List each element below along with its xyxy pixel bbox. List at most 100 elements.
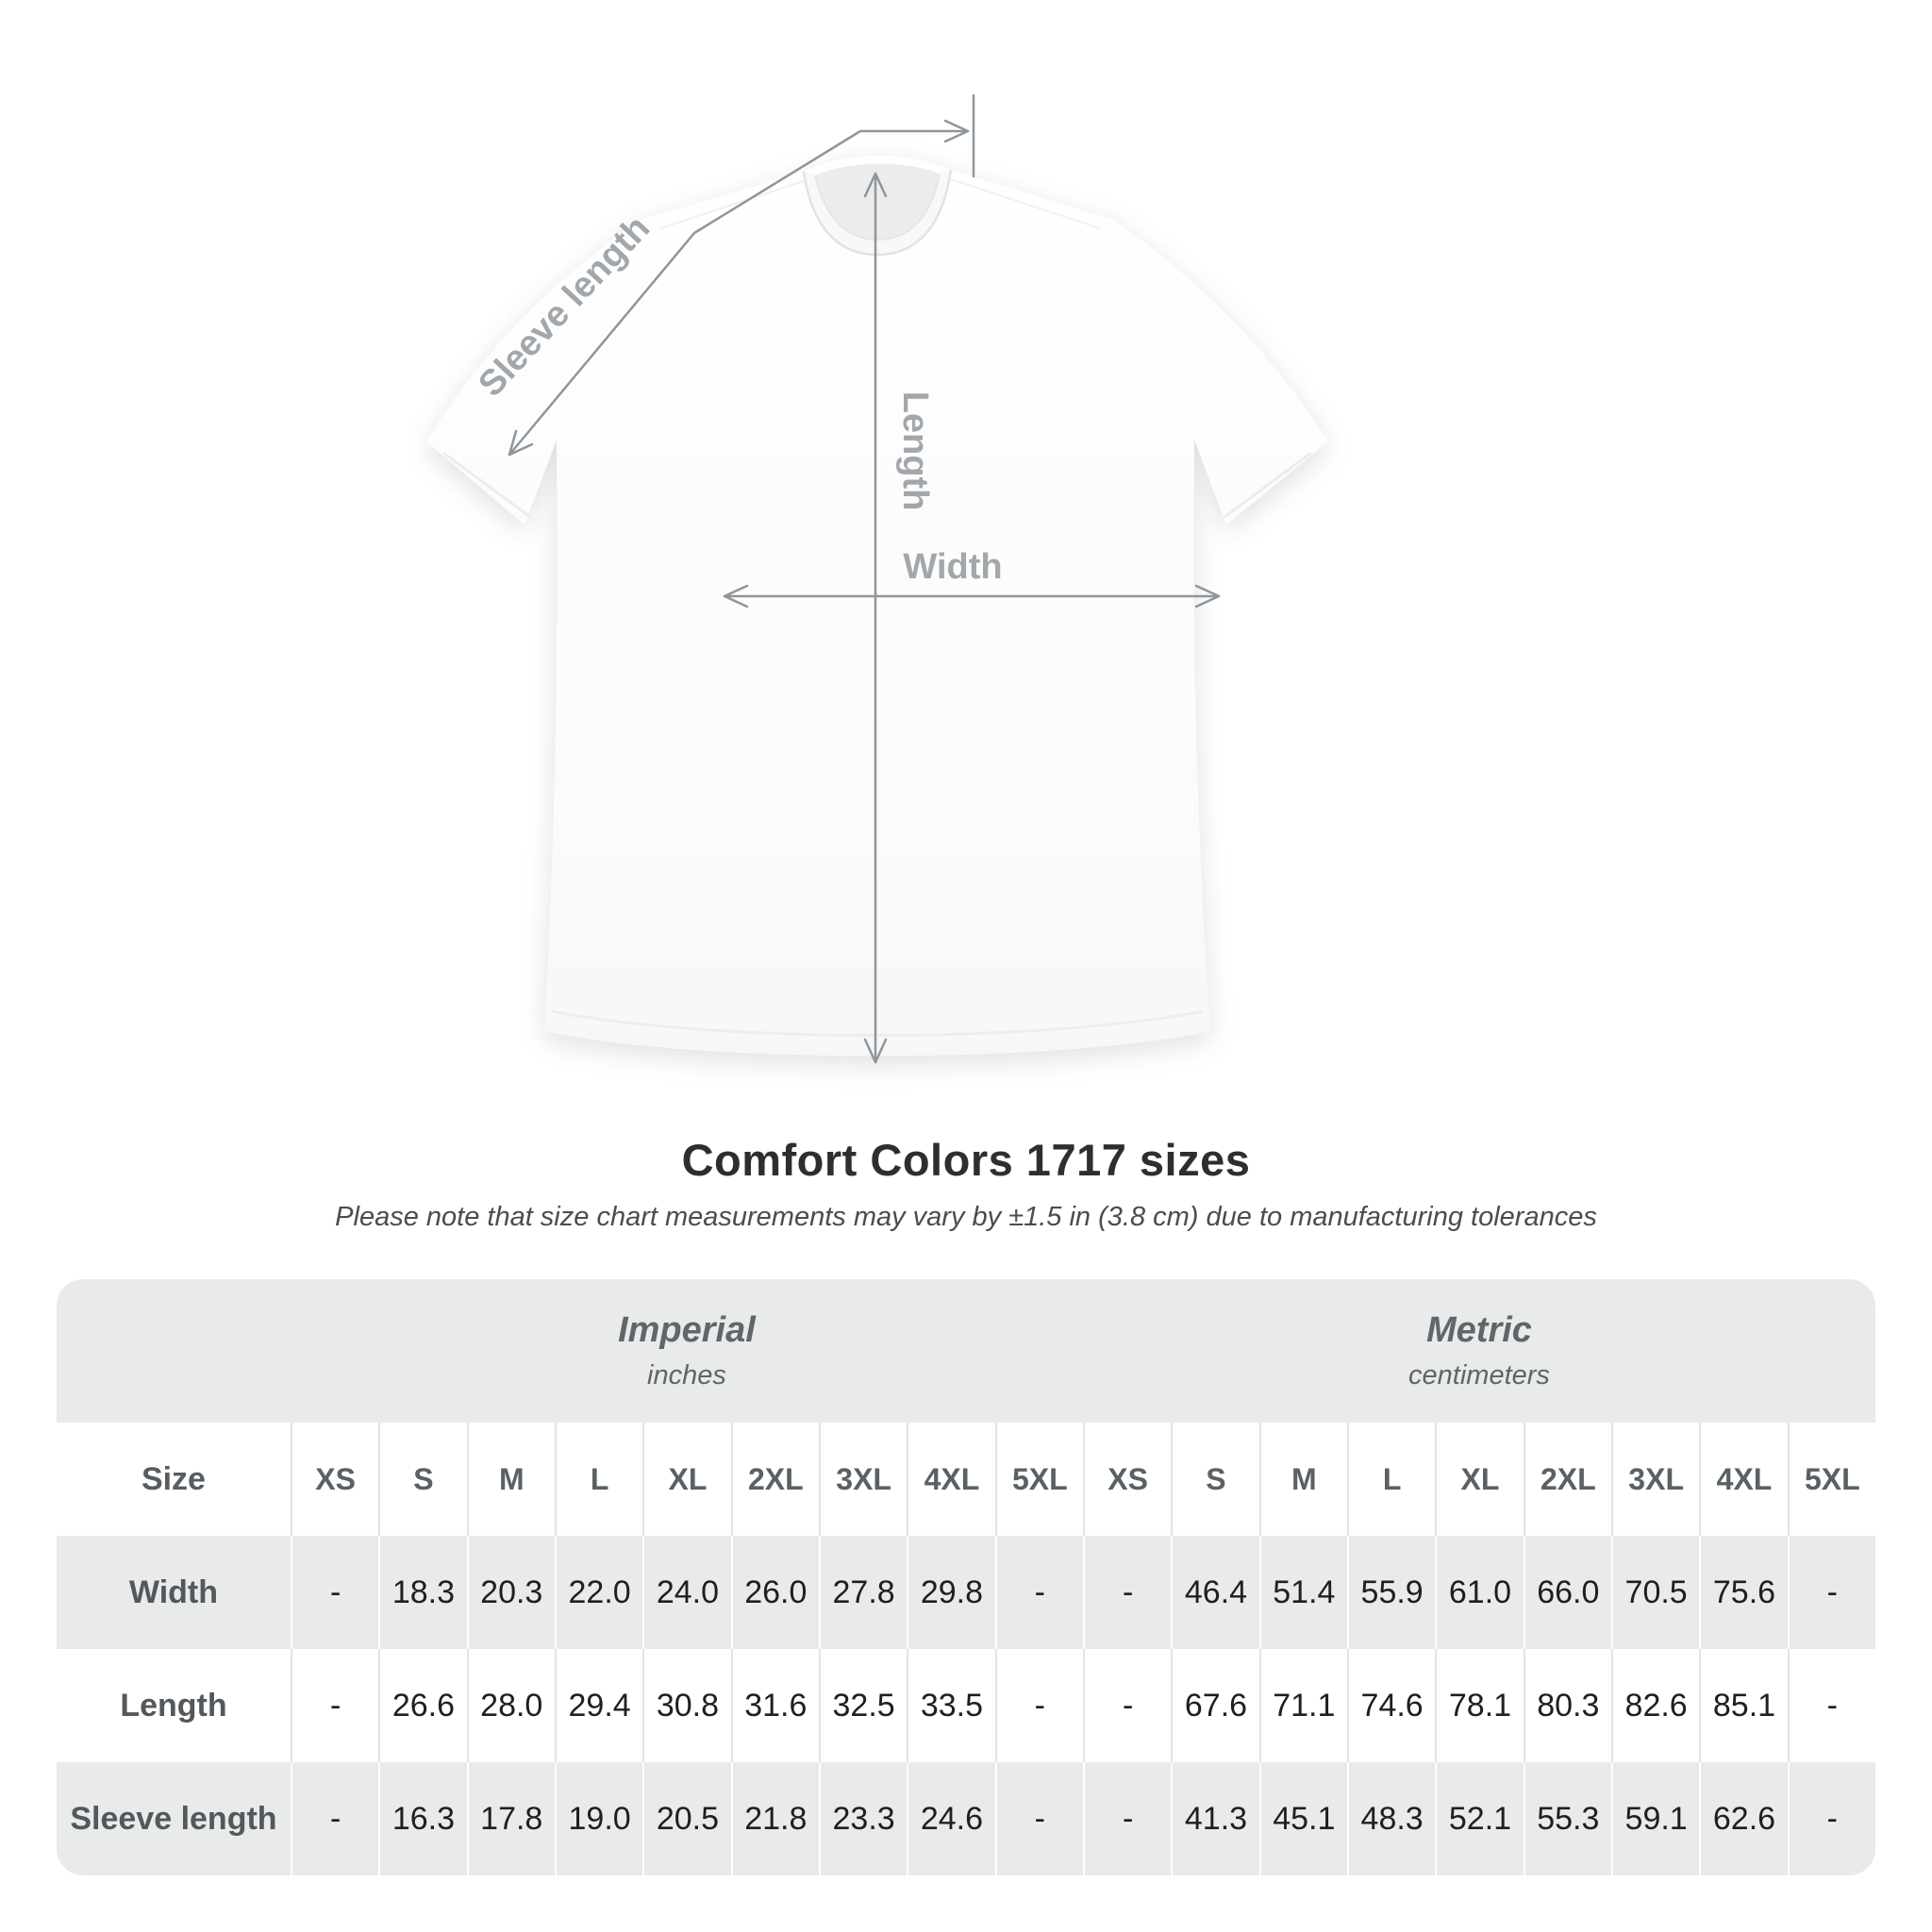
value-cell: -	[290, 1762, 378, 1875]
metric-size-l: L	[1346, 1423, 1435, 1536]
value-cell: -	[1082, 1649, 1171, 1762]
size-table: Imperial inches Metric centimeters Size …	[57, 1279, 1875, 1875]
value-cell: -	[290, 1536, 378, 1649]
metric-size-5xl: 5XL	[1787, 1423, 1875, 1536]
value-cell: 71.1	[1258, 1649, 1347, 1762]
value-cell: 46.4	[1171, 1536, 1258, 1649]
metric-size-2xl: 2XL	[1523, 1423, 1611, 1536]
value-cell: 29.4	[554, 1649, 642, 1762]
length-top-arrowhead	[863, 172, 888, 198]
value-cell: 24.0	[642, 1536, 730, 1649]
value-cell: 80.3	[1523, 1649, 1611, 1762]
value-cell: 30.8	[642, 1649, 730, 1762]
imperial-size-5xl: 5XL	[994, 1423, 1083, 1536]
metric-size-m: M	[1258, 1423, 1347, 1536]
value-cell: 51.4	[1258, 1536, 1347, 1649]
value-cell: 20.5	[642, 1762, 730, 1875]
value-cell: -	[994, 1536, 1083, 1649]
value-cell: 59.1	[1610, 1762, 1699, 1875]
tshirt-body	[426, 156, 1328, 1057]
value-cell: 48.3	[1346, 1762, 1435, 1875]
imperial-size-4xl: 4XL	[907, 1423, 994, 1536]
left-shoulder-seam	[659, 180, 805, 229]
value-cell: -	[1787, 1536, 1875, 1649]
value-cell: 78.1	[1435, 1649, 1523, 1762]
imperial-size-m: M	[466, 1423, 555, 1536]
value-cell: 45.1	[1258, 1762, 1347, 1875]
value-cell: 67.6	[1171, 1649, 1258, 1762]
value-cell: 74.6	[1346, 1649, 1435, 1762]
row-label-sleeve-length: Sleeve length	[70, 1800, 277, 1837]
metric-size-xl: XL	[1435, 1423, 1523, 1536]
metric-size-s: S	[1171, 1423, 1258, 1536]
value-cell: 16.3	[378, 1762, 466, 1875]
value-cell: 17.8	[466, 1762, 555, 1875]
value-cell: -	[1082, 1762, 1171, 1875]
row-label-width: Width	[128, 1574, 219, 1610]
right-shoulder-seam	[950, 178, 1101, 229]
page-title: Comfort Colors 1717 sizes	[681, 1135, 1251, 1185]
top-right-arrowhead	[943, 119, 970, 143]
value-cell: 33.5	[907, 1649, 994, 1762]
value-cell: 66.0	[1523, 1536, 1611, 1649]
value-cell: 55.9	[1346, 1536, 1435, 1649]
imperial-size-3xl: 3XL	[818, 1423, 907, 1536]
value-cell: 19.0	[554, 1762, 642, 1875]
unit-header-band: Imperial inches Metric centimeters	[57, 1279, 1875, 1423]
imperial-title: Imperial	[618, 1310, 756, 1350]
measurement-annotations	[508, 93, 1221, 1064]
width-left-arrowhead	[723, 584, 749, 608]
metric-size-xs: XS	[1082, 1423, 1171, 1536]
value-cell: 27.8	[818, 1536, 907, 1649]
value-cell: 23.3	[818, 1762, 907, 1875]
imperial-unit: inches	[647, 1360, 726, 1391]
value-cell: -	[1787, 1762, 1875, 1875]
metric-size-4xl: 4XL	[1699, 1423, 1787, 1536]
metric-size-3xl: 3XL	[1610, 1423, 1699, 1536]
metric-title: Metric	[1426, 1310, 1532, 1350]
sleeve-arrowhead	[508, 429, 534, 457]
tshirt-photo	[426, 156, 1328, 1057]
imperial-size-2xl: 2XL	[730, 1423, 819, 1536]
metric-section-header: Metric centimeters	[1083, 1279, 1875, 1423]
width-right-arrowhead	[1194, 584, 1221, 608]
value-cell: 20.3	[466, 1536, 555, 1649]
collar-outer-seam	[802, 169, 953, 257]
value-cell: 22.0	[554, 1536, 642, 1649]
value-cell: 26.6	[378, 1649, 466, 1762]
value-cell: 75.6	[1699, 1536, 1787, 1649]
value-cell: 52.1	[1435, 1762, 1523, 1875]
imperial-size-s: S	[378, 1423, 466, 1536]
value-cell: 24.6	[907, 1762, 994, 1875]
collar-band	[804, 170, 951, 255]
left-cuff-seam	[442, 451, 531, 519]
length-bottom-arrowhead	[863, 1038, 888, 1064]
imperial-size-l: L	[554, 1423, 642, 1536]
row-label-length: Length	[120, 1687, 227, 1724]
value-cell: -	[290, 1649, 378, 1762]
value-cell: -	[994, 1762, 1083, 1875]
value-cell: 62.6	[1699, 1762, 1787, 1875]
width-label: Width	[903, 547, 1002, 587]
hem-seam	[551, 1009, 1204, 1037]
value-cell: 29.8	[907, 1536, 994, 1649]
value-cell: 61.0	[1435, 1536, 1523, 1649]
metric-unit: centimeters	[1408, 1360, 1550, 1391]
value-cell: 55.3	[1523, 1762, 1611, 1875]
length-label: Length	[895, 391, 935, 511]
value-cell: 26.0	[730, 1536, 819, 1649]
collar-opening	[815, 163, 940, 240]
value-cell: -	[994, 1649, 1083, 1762]
sleeve-length-line	[508, 129, 970, 457]
size-corner-label: Size	[141, 1460, 206, 1497]
value-cell: -	[1787, 1649, 1875, 1762]
table-row-length: Length - 26.6 28.0 29.4 30.8 31.6 32.5 3…	[57, 1649, 1875, 1762]
value-cell: 32.5	[818, 1649, 907, 1762]
imperial-size-xl: XL	[642, 1423, 730, 1536]
value-cell: 41.3	[1171, 1762, 1258, 1875]
size-header-row: Size XS S M L XL 2XL 3XL 4XL 5XL XS S M …	[57, 1423, 1875, 1536]
tolerance-note: Please note that size chart measurements…	[335, 1202, 1597, 1232]
table-row-sleeve-length: Sleeve length - 16.3 17.8 19.0 20.5 21.8…	[57, 1762, 1875, 1875]
imperial-size-xs: XS	[290, 1423, 378, 1536]
